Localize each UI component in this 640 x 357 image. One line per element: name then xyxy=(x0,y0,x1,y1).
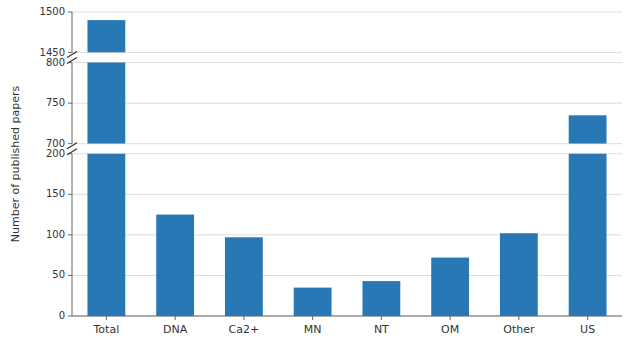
tick-label: 800 xyxy=(46,57,65,68)
tick-label: 100 xyxy=(46,229,65,240)
y-axis-line xyxy=(72,12,73,53)
grid-line xyxy=(72,52,622,53)
axis-break xyxy=(66,52,78,64)
grid-line xyxy=(72,153,622,154)
bar xyxy=(87,20,125,52)
bars xyxy=(87,63,606,144)
bar xyxy=(569,115,607,143)
tick-mark xyxy=(68,316,72,317)
x-tick-mark xyxy=(106,316,107,320)
x-tick-label: Total xyxy=(93,323,120,336)
break-mark xyxy=(67,143,77,149)
grid-line xyxy=(72,62,622,63)
x-tick-mark xyxy=(175,316,176,320)
x-tick-label: OM xyxy=(441,323,459,336)
x-tick-mark xyxy=(587,316,588,320)
tick-mark xyxy=(68,52,72,53)
y-axis-line xyxy=(72,63,73,144)
panel: 0 50 100 150 200 xyxy=(46,0,622,321)
tick-mark xyxy=(68,12,72,13)
tick-mark xyxy=(68,234,72,235)
grid-line xyxy=(72,234,622,235)
tick-mark xyxy=(68,275,72,276)
tick-label: 150 xyxy=(46,188,65,199)
x-tick-label: NT xyxy=(374,323,389,336)
bar xyxy=(87,154,125,316)
tick-mark xyxy=(68,143,72,144)
x-tick-mark xyxy=(450,316,451,320)
x-tick-label: US xyxy=(580,323,595,336)
bar xyxy=(156,215,194,316)
panel: 700750800 xyxy=(46,0,622,149)
grid-line xyxy=(72,143,622,144)
x-tick-label: MN xyxy=(304,323,322,336)
x-tick-label: DNA xyxy=(163,323,188,336)
bar xyxy=(500,233,538,316)
tick-label: 200 xyxy=(46,148,65,159)
bar xyxy=(362,281,400,316)
bar xyxy=(431,258,469,316)
grid-line xyxy=(72,275,622,276)
bar xyxy=(294,288,332,316)
page: {"chart_data": {"type": "bar", "ylabel":… xyxy=(0,0,640,357)
bar xyxy=(225,237,263,316)
grid-line xyxy=(72,316,622,317)
tick-mark xyxy=(68,194,72,195)
x-tick-mark xyxy=(381,316,382,320)
tick-label: 1500 xyxy=(40,6,65,17)
y-axis-line xyxy=(72,154,73,316)
tick-mark xyxy=(68,103,72,104)
x-tick-mark xyxy=(243,316,244,320)
panel: 14501500 xyxy=(40,6,622,58)
tick-label: 50 xyxy=(52,269,65,280)
x-tick-label: Ca2+ xyxy=(229,323,260,336)
x-tick-mark xyxy=(312,316,313,320)
y-axis-label: Number of published papers xyxy=(9,85,22,242)
break-mark xyxy=(67,149,77,155)
tick-label: 750 xyxy=(46,97,65,108)
grid-line xyxy=(72,12,622,13)
bar xyxy=(87,63,125,144)
bars xyxy=(87,154,606,316)
break-mark xyxy=(67,58,77,64)
chart: 14501500700750800050100150200TotalDNACa2… xyxy=(0,0,640,357)
axis-break xyxy=(66,143,78,155)
bars xyxy=(87,20,125,52)
x-axis-line xyxy=(72,316,622,317)
grid-line xyxy=(72,194,622,195)
grid-line xyxy=(72,103,622,104)
x-tick-mark xyxy=(518,316,519,320)
break-mark xyxy=(67,52,77,58)
x-tick-label: Other xyxy=(503,323,535,336)
bar xyxy=(569,154,607,316)
x-axis: Total DNA Ca2+ MN NT OM Other US xyxy=(72,316,622,336)
tick-label: 0 xyxy=(59,310,65,321)
